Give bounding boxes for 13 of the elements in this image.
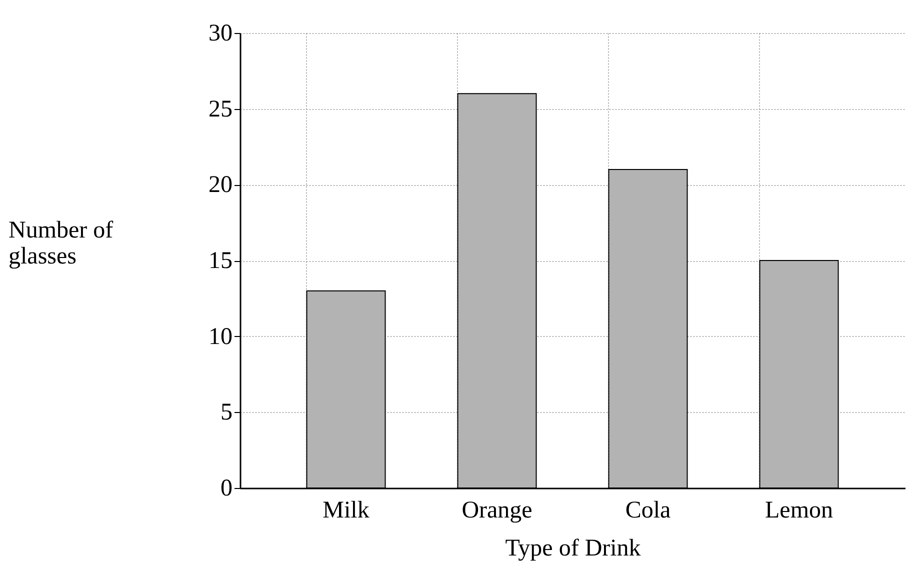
y-axis-title: Number of glasses: [8, 218, 114, 270]
x-tick-label: Cola: [625, 498, 672, 524]
y-tick-label: 10: [208, 324, 232, 350]
x-axis-title: Type of Drink: [505, 536, 641, 562]
x-tick-label: Orange: [462, 498, 532, 524]
x-tick-label: Lemon: [765, 498, 833, 524]
x-tick-label: Milk: [322, 498, 370, 524]
y-tick-label: 15: [208, 248, 232, 274]
y-tick-label: 5: [220, 400, 232, 426]
y-tick-label: 20: [208, 172, 232, 198]
y-tick-label: 30: [208, 20, 232, 46]
y-tick-label: 25: [208, 96, 232, 122]
y-tick-label: 0: [220, 476, 232, 502]
